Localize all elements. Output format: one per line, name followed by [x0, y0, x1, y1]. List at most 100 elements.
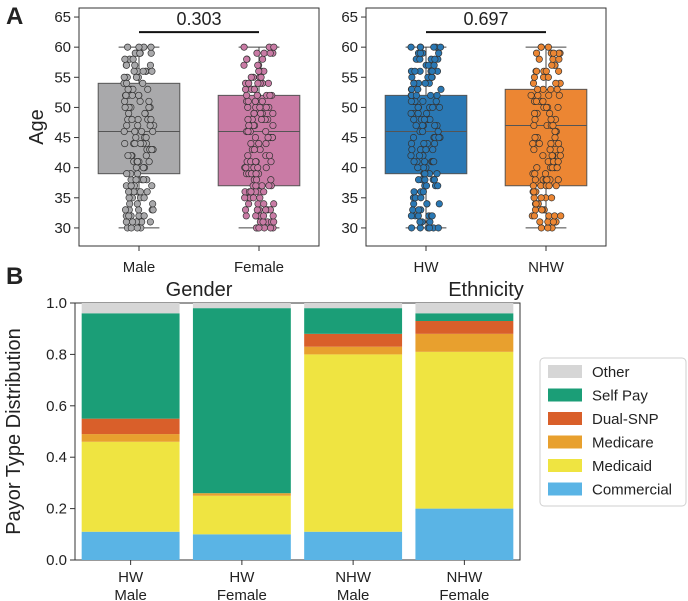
data-point [428, 73, 436, 81]
data-point [133, 158, 142, 166]
data-point [121, 55, 129, 63]
x-axis-label: Ethnicity [448, 279, 524, 301]
data-point [242, 206, 250, 214]
data-point [544, 73, 552, 81]
data-point [533, 164, 541, 172]
x-tick-label: NHW [528, 259, 565, 276]
data-point [129, 55, 137, 63]
data-point [533, 67, 541, 75]
data-point [260, 188, 268, 196]
data-point [147, 115, 155, 124]
data-point [434, 127, 442, 136]
data-point [425, 224, 434, 232]
y-tick-label: 60 [54, 39, 71, 56]
data-point [262, 103, 270, 111]
data-point [128, 218, 137, 226]
data-point [140, 176, 148, 184]
data-point [415, 206, 423, 214]
data-point [124, 43, 132, 51]
data-point [435, 200, 443, 208]
data-point [250, 146, 258, 154]
data-point [145, 158, 153, 166]
data-point [431, 55, 439, 63]
data-point [148, 182, 156, 190]
data-point [135, 43, 143, 51]
data-point [121, 103, 129, 111]
data-point [136, 188, 144, 196]
data-point [250, 85, 258, 93]
data-point [134, 115, 142, 124]
data-point [531, 170, 539, 178]
bar-segment-medicare [415, 333, 514, 352]
x-tick-label: Female [234, 259, 284, 276]
data-point [244, 127, 252, 136]
y-tick-label: 50 [54, 99, 71, 116]
y-tick-label: 0.0 [46, 552, 67, 569]
data-point [428, 67, 436, 75]
data-point [120, 127, 128, 136]
data-point [554, 176, 562, 184]
data-point [429, 146, 437, 154]
data-point [414, 176, 423, 184]
data-point [537, 194, 545, 202]
bar-segment-self-pay [192, 308, 291, 494]
data-point [147, 43, 155, 51]
data-point [553, 164, 561, 172]
data-point [531, 109, 539, 117]
bar-segment-commercial [304, 531, 403, 560]
data-point [546, 109, 554, 117]
data-point [408, 224, 416, 232]
data-point [423, 200, 431, 208]
data-point [147, 49, 155, 57]
data-point [149, 127, 157, 136]
data-point [416, 49, 424, 57]
data-point [412, 121, 420, 130]
data-point [556, 146, 564, 154]
data-point [124, 85, 132, 93]
data-point [550, 49, 558, 57]
data-point [531, 133, 539, 142]
data-point [414, 109, 422, 117]
data-point [128, 115, 136, 124]
data-point [244, 152, 252, 160]
data-point [270, 218, 278, 226]
data-point [407, 212, 415, 220]
plot-frame [74, 302, 521, 561]
data-point [555, 91, 563, 99]
data-point [539, 97, 547, 105]
data-point [244, 97, 252, 105]
data-point [547, 85, 555, 93]
data-point [551, 212, 559, 220]
data-point [257, 109, 265, 117]
data-point [420, 164, 428, 172]
data-point [137, 140, 145, 148]
y-tick-label: 65 [341, 9, 358, 26]
legend-label: Other [592, 364, 630, 381]
x-tick-label-line2: Female [439, 587, 489, 601]
data-point [140, 212, 148, 220]
data-point [539, 152, 547, 160]
data-point [420, 140, 428, 148]
data-point [427, 91, 435, 99]
data-point [555, 140, 563, 148]
data-point [412, 91, 421, 99]
data-point [410, 158, 418, 166]
data-point [530, 212, 538, 220]
data-point [530, 194, 538, 202]
x-tick-label: Male [123, 259, 156, 276]
data-point [254, 79, 262, 87]
data-point [254, 164, 262, 172]
data-point [269, 109, 277, 117]
data-point [409, 133, 418, 142]
data-point [544, 43, 552, 51]
legend: Other Self Pay Dual-SNP Medicare Medicaid Com… [539, 357, 687, 507]
data-point [130, 67, 138, 75]
data-point [430, 61, 438, 69]
data-point [436, 43, 445, 51]
data-point [125, 188, 133, 196]
data-point [431, 140, 439, 148]
data-point [148, 146, 156, 154]
bar-segment-dual-snp [81, 418, 180, 435]
data-point [260, 49, 268, 57]
data-point [242, 212, 250, 220]
